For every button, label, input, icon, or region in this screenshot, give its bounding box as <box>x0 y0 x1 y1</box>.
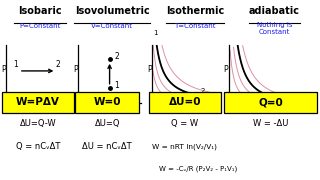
Y-axis label: P: P <box>1 65 6 74</box>
Text: W = nRT ln(V₂/V₁): W = nRT ln(V₂/V₁) <box>152 143 218 150</box>
X-axis label: V: V <box>35 103 40 112</box>
Text: 1: 1 <box>13 60 18 69</box>
Text: ΔU=Q-W: ΔU=Q-W <box>20 119 56 128</box>
Text: Isovolumetric: Isovolumetric <box>75 6 149 16</box>
X-axis label: V: V <box>183 103 188 112</box>
Text: ΔU=0: ΔU=0 <box>169 97 201 107</box>
Text: ΔU=Q: ΔU=Q <box>94 119 120 128</box>
Text: P=Constant: P=Constant <box>19 22 61 28</box>
Text: 1: 1 <box>154 30 158 36</box>
Text: Q = nCᵥΔT: Q = nCᵥΔT <box>16 142 60 151</box>
Text: Q = W: Q = W <box>172 119 198 128</box>
Text: 1: 1 <box>114 81 119 90</box>
Text: W=0: W=0 <box>93 97 121 107</box>
Text: Isothermic: Isothermic <box>166 6 224 16</box>
Text: Isobaric: Isobaric <box>18 6 62 16</box>
Text: V=Constant: V=Constant <box>91 22 133 28</box>
Text: Nothing is
Constant: Nothing is Constant <box>257 22 292 35</box>
Text: ΔU = nCᵥΔT: ΔU = nCᵥΔT <box>82 142 132 151</box>
Text: W = -Cᵥ/R (P₂V₂ - P₁V₁): W = -Cᵥ/R (P₂V₂ - P₁V₁) <box>159 166 237 172</box>
X-axis label: V: V <box>268 103 274 112</box>
Text: 1: 1 <box>231 0 235 1</box>
Text: 2: 2 <box>291 93 295 99</box>
Y-axis label: P: P <box>147 65 152 74</box>
Y-axis label: P: P <box>224 65 228 74</box>
Text: 2: 2 <box>114 52 119 61</box>
X-axis label: V: V <box>107 103 112 112</box>
Text: W=PΔV: W=PΔV <box>16 97 60 107</box>
Text: adiabatic: adiabatic <box>249 6 300 16</box>
Y-axis label: P: P <box>73 65 78 74</box>
Text: 2: 2 <box>201 88 205 94</box>
Text: T=Constant: T=Constant <box>174 22 216 28</box>
Text: Q=0: Q=0 <box>258 97 283 107</box>
Text: 2: 2 <box>55 60 60 69</box>
Text: W = -ΔU: W = -ΔU <box>253 119 288 128</box>
